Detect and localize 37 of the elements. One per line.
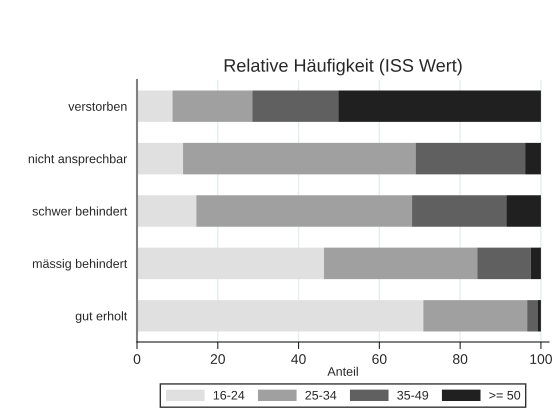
x-tick-label: 40	[291, 354, 306, 364]
bar	[324, 248, 478, 280]
chart-title: Relative Häufigkeit (ISS Wert)	[224, 58, 462, 76]
bar	[506, 195, 541, 227]
x-tick-label: 80	[453, 354, 468, 364]
legend-label: 35-49	[397, 390, 428, 400]
bar	[137, 248, 324, 280]
y-tick-label: schwer behindert	[32, 206, 128, 216]
y-tick-label: mässig behindert	[32, 258, 128, 271]
bar	[137, 300, 424, 332]
y-tick-label: verstorben	[68, 102, 126, 111]
legend-label: 25-34	[305, 390, 336, 400]
bar	[525, 142, 541, 174]
bar	[530, 248, 541, 280]
bar	[478, 248, 531, 280]
bar	[538, 300, 541, 332]
bar	[172, 90, 253, 122]
bar	[137, 195, 196, 227]
bar	[137, 142, 184, 174]
y-tick-label: nicht ansprechbar	[28, 154, 128, 166]
bar	[196, 195, 412, 227]
x-axis-title: Anteil	[327, 366, 358, 376]
bar	[527, 300, 538, 332]
bar	[412, 195, 507, 227]
x-tick-label: 60	[372, 354, 387, 364]
bar	[423, 300, 528, 332]
bar	[252, 90, 339, 122]
y-tick-label: gut erholt	[76, 311, 128, 323]
legend-label: 16-24	[214, 390, 244, 400]
bar	[183, 142, 416, 174]
bar	[137, 90, 173, 122]
legend-label: >= 50	[489, 390, 520, 400]
x-tick-label: 20	[210, 354, 225, 364]
bar	[416, 142, 526, 174]
x-tick-label: 100	[530, 354, 552, 364]
x-tick-label: 0	[134, 354, 140, 364]
bar	[338, 90, 541, 122]
